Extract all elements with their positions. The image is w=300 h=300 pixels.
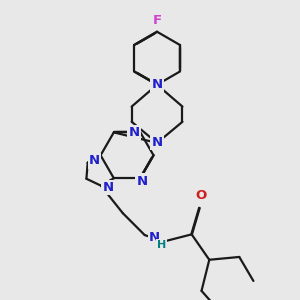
Text: N: N xyxy=(89,154,100,167)
Text: N: N xyxy=(128,126,140,139)
Text: N: N xyxy=(152,136,163,149)
Text: N: N xyxy=(136,175,148,188)
Text: N: N xyxy=(152,78,163,91)
Text: N: N xyxy=(102,181,114,194)
Text: F: F xyxy=(152,14,162,27)
Text: N: N xyxy=(149,231,160,244)
Text: O: O xyxy=(196,189,207,202)
Text: H: H xyxy=(157,240,166,250)
